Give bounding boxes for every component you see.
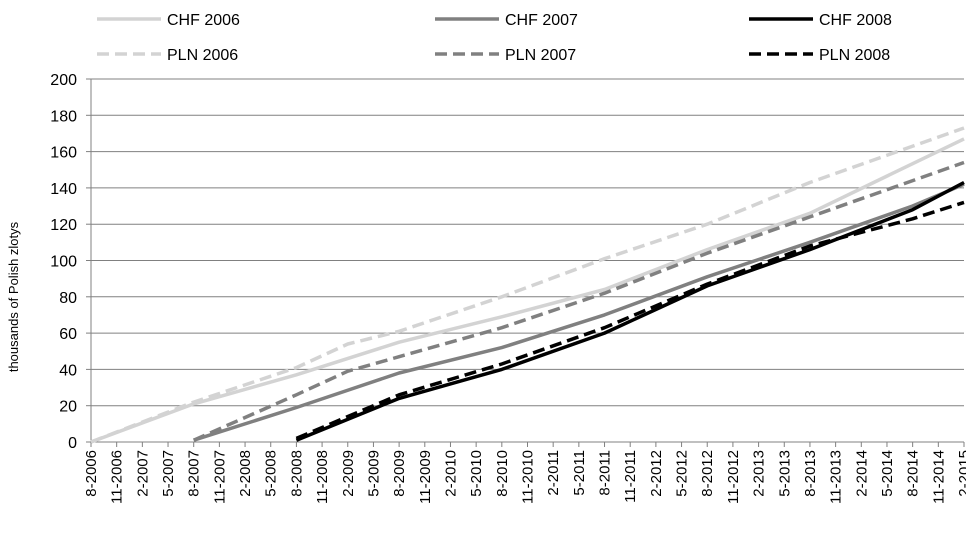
x-tick-label: 2-2013 [751,450,768,497]
x-tick-label: 2-2011 [545,450,562,496]
x-tick-label: 8-2014 [905,450,922,497]
series-line-pln-2007 [192,160,965,442]
x-tick-label: 11-2010 [520,450,537,504]
x-tick-label: 11-2006 [109,450,126,504]
x-tick-label: 8-2008 [288,450,305,497]
x-tick-label: 8-2006 [83,450,100,497]
gridlines [90,78,964,443]
x-tick-label: 5-2008 [263,450,280,497]
legend-label: CHF 2008 [819,12,892,29]
x-tick-label: 11-2008 [314,450,331,504]
x-tick-label: 5-2007 [160,450,177,497]
legend-label: PLN 2008 [819,47,890,64]
y-tick-label: 140 [50,181,77,198]
x-tick-label: 2-2015 [956,450,966,497]
x-tick-label: 11-2013 [828,450,845,504]
legend-label: PLN 2007 [505,47,576,64]
y-tick-label: 160 [50,145,77,162]
x-tick-label: 8-2010 [494,450,511,497]
series-line-pln-2008 [295,200,965,441]
series-line-chf-2008 [295,180,965,442]
x-tick-label: 2-2010 [442,450,459,497]
x-tick-label: 8-2013 [802,450,819,497]
y-tick-label: 200 [50,72,77,89]
series-line-chf-2006 [90,137,965,444]
x-tick-label: 11-2011 [622,450,639,503]
y-axis-ticks: 0 20 40 60 80 100 120 140 160 180 200 [50,72,91,452]
y-tick-label: 100 [50,254,77,271]
y-tick-label: 60 [59,326,77,343]
y-tick-label: 20 [59,399,77,416]
x-tick-label: 5-2014 [879,450,896,497]
x-tick-label: 5-2012 [674,450,691,497]
x-tick-label: 8-2012 [699,450,716,497]
x-tick-label: 2-2012 [648,450,665,497]
x-tick-label: 11-2014 [930,450,947,504]
x-tick-label: 5-2011 [571,450,588,496]
x-tick-label: 5-2013 [776,450,793,497]
y-tick-label: 40 [59,362,77,379]
x-tick-label: 2-2009 [340,450,357,497]
x-tick-label: 2-2007 [134,450,151,497]
legend-label: CHF 2006 [167,12,240,29]
x-tick-label: 2-2008 [237,450,254,497]
legend-label: CHF 2007 [505,12,578,29]
x-tick-label: 11-2007 [211,450,228,504]
x-tick-label: 5-2010 [468,450,485,497]
x-tick-label: 8-2011 [597,450,614,496]
series-line-chf-2007 [193,182,965,442]
y-tick-label: 0 [68,435,77,452]
x-tick-label: 11-2009 [417,450,434,504]
legend-label: PLN 2006 [167,47,238,64]
x-tick-label: 8-2007 [186,450,203,497]
y-tick-label: 80 [59,290,77,307]
x-tick-label: 8-2009 [391,450,408,497]
y-axis-label: thousands of Polish zlotys [6,221,21,372]
x-tick-label: 2-2014 [853,450,870,497]
x-axis: 8-2006 11-2006 2-2007 5-2007 8-2007 11-2007 2-… [83,442,966,504]
series-line-pln-2006 [90,126,965,444]
series-lines [90,126,965,444]
legend: CHF 2006 CHF 2007 CHF 2008 PLN 2006 PLN 2007… [97,12,892,64]
y-tick-label: 180 [50,108,77,125]
y-tick-label: 120 [50,217,77,234]
x-tick-label: 11-2012 [725,450,742,504]
x-tick-label: 5-2009 [365,450,382,497]
